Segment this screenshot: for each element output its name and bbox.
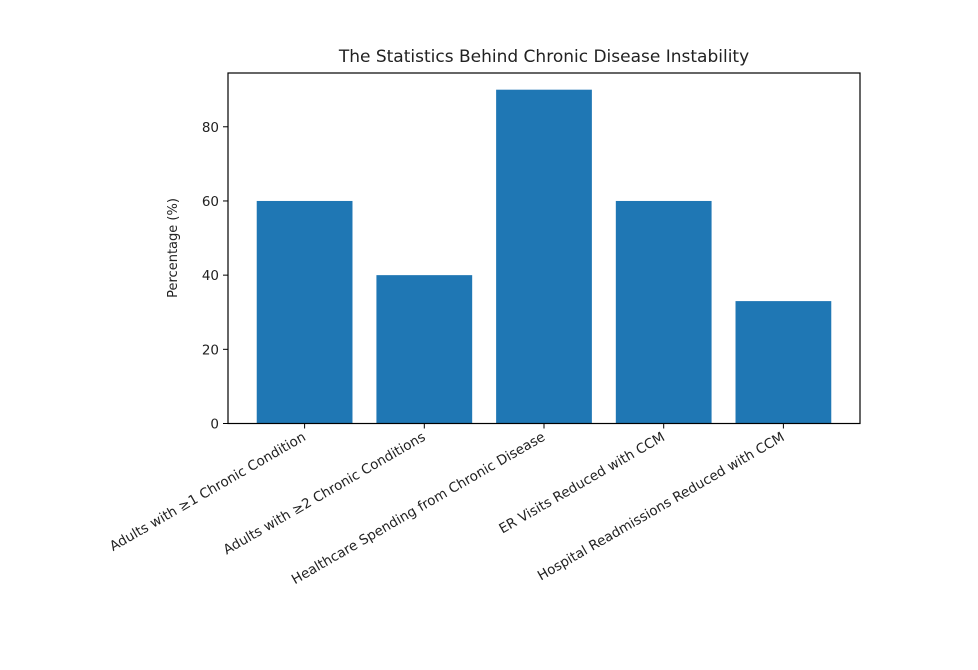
y-axis-label: Percentage (%) bbox=[166, 198, 181, 298]
x-tick-label: Adults with ≥1 Chronic Condition bbox=[107, 429, 309, 555]
bar bbox=[376, 275, 473, 424]
chart-title: The Statistics Behind Chronic Disease In… bbox=[338, 47, 749, 67]
bar bbox=[735, 301, 832, 424]
plot-frame bbox=[227, 72, 861, 425]
x-tick-label: Healthcare Spending from Chronic Disease bbox=[289, 429, 548, 588]
y-tick-label: 0 bbox=[210, 417, 219, 433]
bar bbox=[615, 200, 712, 424]
x-tick-label: Hospital Readmissions Reduced with CCM bbox=[535, 429, 788, 584]
y-tick-label: 80 bbox=[202, 120, 219, 136]
x-tick-label: Adults with ≥2 Chronic Conditions bbox=[221, 429, 429, 558]
bar bbox=[256, 200, 353, 424]
y-tick-label: 40 bbox=[202, 268, 219, 284]
y-tick-label: 20 bbox=[202, 342, 219, 358]
y-tick-label: 60 bbox=[202, 194, 219, 210]
bar bbox=[496, 89, 592, 424]
